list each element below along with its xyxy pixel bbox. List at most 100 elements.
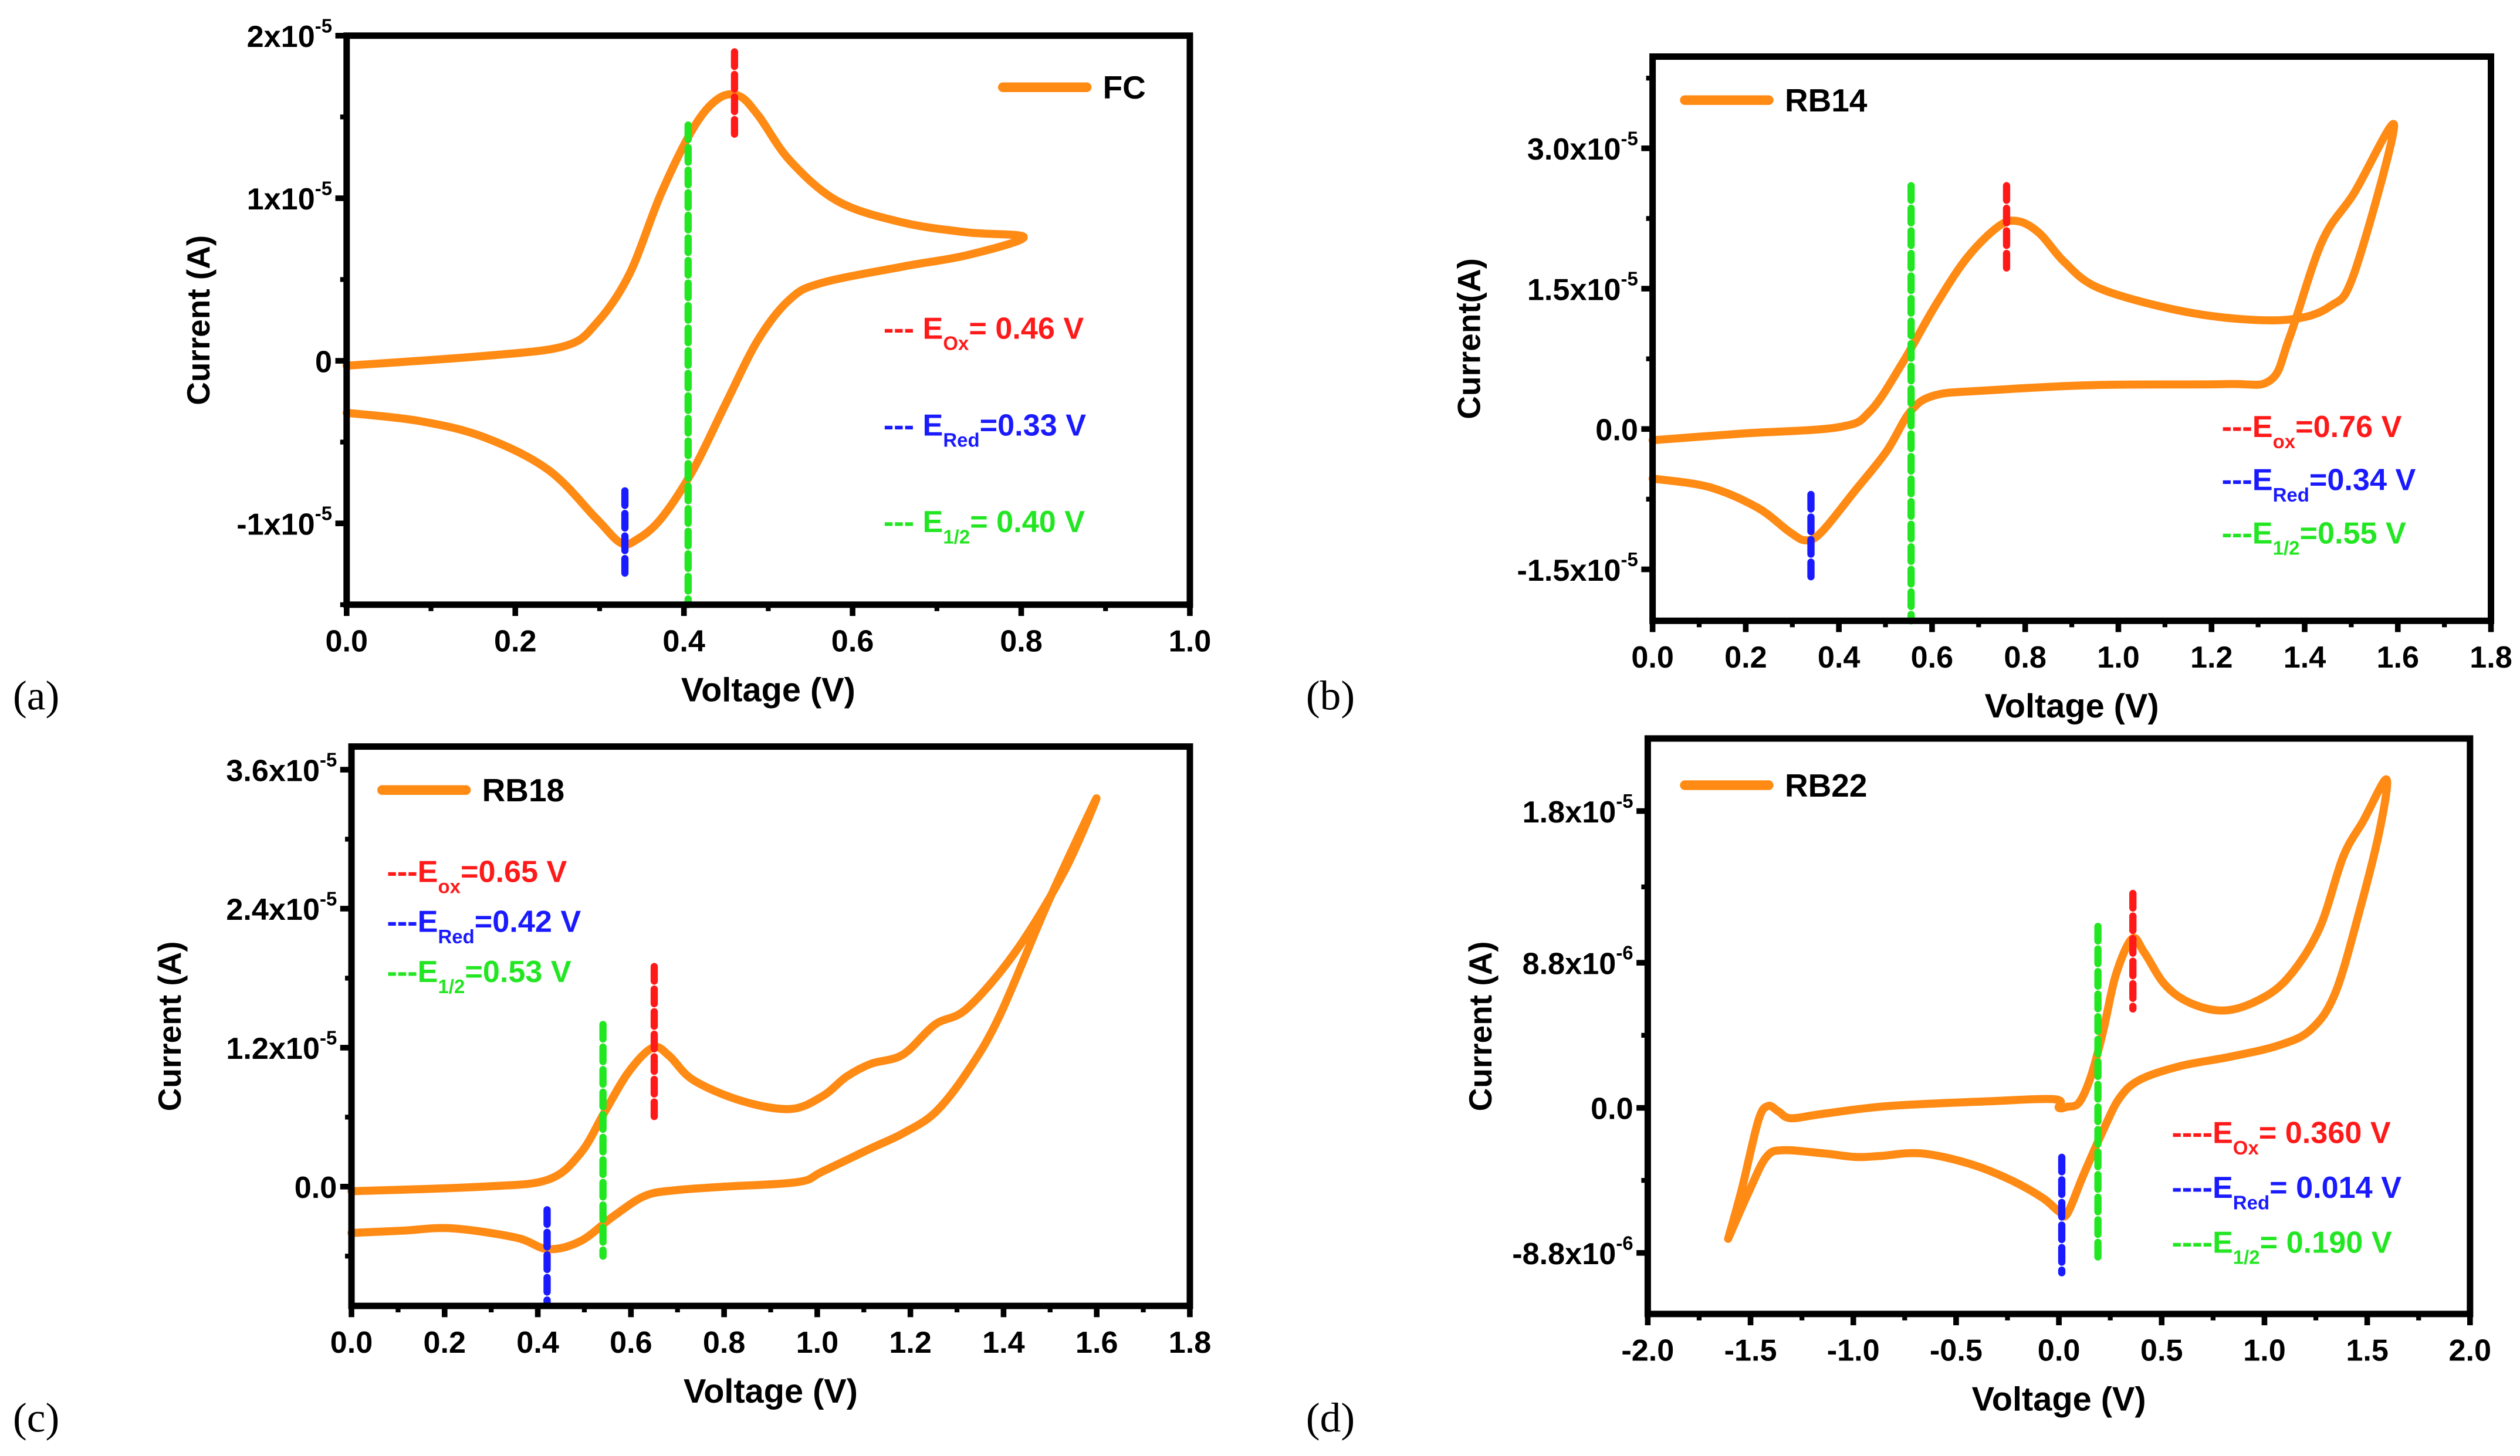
x-tick-label: 1.5 (2346, 1334, 2389, 1368)
annotation-prefix: --- E (884, 311, 943, 346)
cv-curve-RB14 (1648, 120, 2399, 544)
y-tick-label: 8.8x10-6 (1523, 942, 1633, 981)
y-tick-exponent: -5 (320, 888, 337, 909)
annotation-value: =0.33 V (980, 408, 1087, 442)
y-tick-label: 1.2x10-5 (226, 1027, 337, 1066)
y-tick-label: 3.0x10-5 (1527, 127, 1638, 167)
legend-label: RB22 (1785, 767, 1867, 804)
x-tick-label: 1.6 (1075, 1326, 1118, 1360)
y-tick-exponent: -5 (1616, 790, 1633, 812)
legend-label: FC (1103, 69, 1146, 106)
chart-panel-a: 0.0 0.2 0.4 0.6 0.8 1.0-1x10-501x10-52x10-5Vo… (13, 15, 1211, 719)
x-tick-label: 0.6 (610, 1326, 652, 1360)
y-tick-exponent: -5 (320, 1027, 337, 1048)
annotation-value: =0.76 V (2295, 410, 2402, 444)
y-tick-exponent: -5 (1621, 127, 1638, 149)
annotation-value: =0.55 V (2299, 516, 2406, 550)
annotation-value: = 0.190 V (2260, 1225, 2392, 1259)
x-tick-label: 0.6 (831, 624, 874, 658)
x-tick-label: -2.0 (1621, 1334, 1674, 1368)
annotation-value: =0.65 V (461, 855, 567, 889)
y-tick-base: 1x10 (247, 182, 315, 216)
x-axis-label: Voltage (V) (681, 672, 855, 709)
annotation-red: ----ERed= 0.014 V (2171, 1171, 2401, 1213)
panel-label: (d) (1306, 1394, 1355, 1441)
y-tick-label: -1x10-5 (236, 503, 332, 542)
y-tick-label: 2.4x10-5 (226, 888, 337, 927)
x-tick-label: 1.0 (1169, 624, 1212, 658)
annotation-subscript: 1/2 (943, 526, 970, 547)
annotation-prefix: ---E (2222, 463, 2273, 497)
y-tick-base: -1.5x10 (1517, 554, 1621, 588)
y-tick-exponent: -5 (1621, 268, 1638, 290)
x-tick-label: 0.4 (516, 1326, 559, 1360)
y-tick-exponent: -5 (315, 177, 332, 199)
y-tick-label: 1.5x10-5 (1527, 268, 1638, 307)
y-tick-base: 0.0 (1591, 1092, 1633, 1126)
x-tick-label: 0.0 (2038, 1334, 2081, 1368)
x-tick-label: 0.0 (330, 1326, 373, 1360)
annotation-half: ---E1/2=0.53 V (387, 955, 571, 997)
annotation-subscript: 1/2 (2273, 537, 2300, 559)
x-axis-label: Voltage (V) (1972, 1381, 2146, 1418)
annotation-value: =0.42 V (475, 905, 581, 939)
x-tick-label: 0.2 (1724, 641, 1767, 675)
annotation-half: ----E1/2= 0.190 V (2171, 1225, 2392, 1268)
y-axis-label: Current (A) (151, 941, 188, 1111)
x-tick-label: -1.5 (1724, 1334, 1777, 1368)
chart-panel-c: 0.0 0.2 0.4 0.6 0.8 1.0 1.2 1.4 1.6 1.80.01.2x10-… (13, 743, 1212, 1441)
x-tick-label: 0.4 (662, 624, 705, 658)
y-tick-base: 8.8x10 (1523, 947, 1616, 981)
x-tick-label: 0.2 (494, 624, 537, 658)
annotation-subscript: Ox (2233, 1137, 2259, 1159)
y-tick-exponent: -5 (1621, 548, 1638, 570)
annotation-ox: --- EOx= 0.46 V (884, 311, 1084, 354)
y-tick-base: 1.5x10 (1527, 273, 1621, 307)
y-tick-exponent: -5 (315, 503, 332, 524)
x-tick-label: 2.0 (2449, 1334, 2492, 1368)
y-axis-label: Current (A) (180, 235, 217, 405)
x-tick-label: 0.5 (2140, 1334, 2183, 1368)
annotation-subscript: Ox (943, 333, 969, 354)
chart-panel-b: 0.0 0.2 0.4 0.6 0.8 1.0 1.2 1.4 1.6 1.8-1.5x10-50… (1306, 53, 2512, 725)
cv-curve-FC (342, 90, 1028, 549)
annotation-prefix: ----E (2171, 1225, 2233, 1259)
x-tick-label: 0.8 (2004, 641, 2047, 675)
x-tick-label: 1.4 (2284, 641, 2326, 675)
chart-panel-d: -2.0 -1.5 -1.0 -0.5 0.0 0.5 1.0 1.5 2.0-8.8x10-6… (1306, 735, 2492, 1441)
x-tick-label: 1.4 (982, 1326, 1025, 1360)
annotation-red: ---ERed=0.34 V (2222, 463, 2416, 506)
annotation-red: ---ERed=0.42 V (387, 905, 581, 947)
annotation-half: --- E1/2= 0.40 V (884, 505, 1085, 547)
y-tick-label: 2x10-5 (247, 15, 332, 54)
y-axis-label: Current(A) (1451, 258, 1487, 419)
annotation-value: =0.53 V (465, 955, 571, 989)
annotation-prefix: ---E (387, 855, 438, 889)
annotation-subscript: 1/2 (2233, 1247, 2260, 1268)
legend-label: RB18 (482, 772, 564, 808)
panel-label: (c) (13, 1394, 59, 1441)
annotation-value: = 0.40 V (970, 505, 1085, 539)
y-tick-base: -8.8x10 (1512, 1237, 1616, 1271)
annotation-ox: ----EOx= 0.360 V (2171, 1116, 2390, 1159)
x-tick-label: 1.6 (2376, 641, 2419, 675)
x-tick-label: 1.2 (2190, 641, 2233, 675)
annotation-subscript: Red (2233, 1191, 2269, 1213)
x-axis-label: Voltage (V) (1985, 688, 2159, 725)
legend-label: RB14 (1785, 82, 1868, 118)
annotation-value: = 0.46 V (969, 311, 1084, 346)
x-tick-label: 0.4 (1818, 641, 1861, 675)
y-tick-base: 1.8x10 (1523, 795, 1616, 829)
y-tick-exponent: -5 (315, 15, 332, 36)
x-tick-label: 1.8 (1169, 1326, 1212, 1360)
annotation-prefix: ---E (387, 905, 438, 939)
y-tick-base: 0.0 (295, 1171, 337, 1205)
y-tick-label: 0.0 (1591, 1092, 1633, 1126)
annotation-subscript: 1/2 (438, 976, 465, 997)
annotation-prefix: ---E (387, 955, 438, 989)
annotation-half: ---E1/2=0.55 V (2222, 516, 2406, 558)
annotation-ox: ---Eox=0.76 V (2222, 410, 2402, 452)
x-tick-label: 0.2 (424, 1326, 466, 1360)
y-tick-base: 0 (315, 345, 332, 379)
